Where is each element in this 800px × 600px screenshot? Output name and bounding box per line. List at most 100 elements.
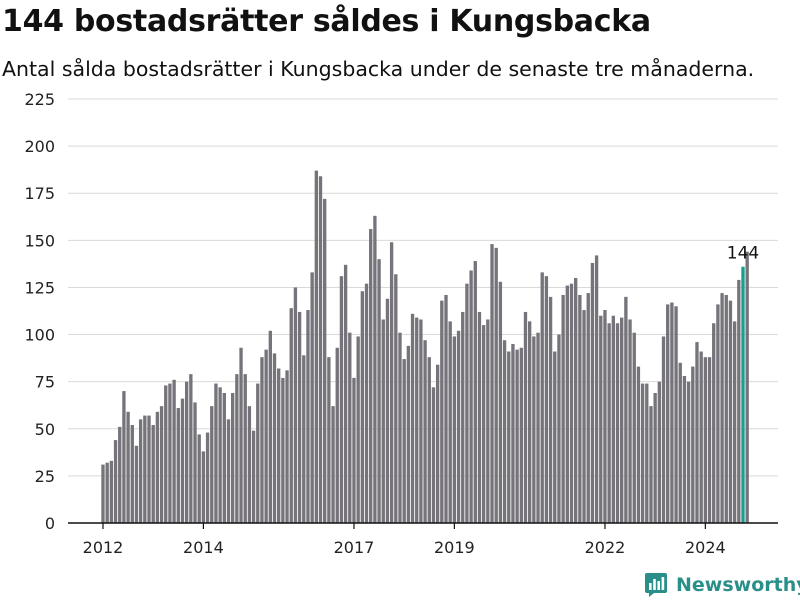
bar — [703, 357, 708, 523]
bars — [101, 170, 749, 524]
bar — [732, 321, 737, 523]
bar — [590, 262, 595, 523]
bar — [440, 300, 444, 523]
bar — [473, 261, 477, 523]
bar — [264, 349, 268, 523]
bar — [277, 368, 281, 523]
bar — [285, 370, 289, 523]
bar — [465, 283, 469, 523]
bar — [649, 406, 653, 523]
bar — [670, 302, 674, 523]
bar — [210, 406, 214, 523]
bar — [381, 319, 385, 523]
bar — [745, 251, 749, 523]
bar — [151, 425, 155, 523]
bar — [678, 362, 682, 523]
bar — [536, 332, 540, 523]
bar — [205, 432, 210, 523]
bar — [548, 296, 553, 523]
bar — [657, 381, 662, 523]
bar — [243, 374, 247, 523]
bar — [494, 247, 498, 524]
bar — [527, 321, 532, 523]
bar — [364, 283, 369, 523]
bar — [197, 434, 201, 523]
bar — [519, 347, 523, 523]
bar — [620, 317, 624, 523]
bar — [666, 304, 670, 523]
bar — [435, 364, 440, 523]
x-axis — [68, 522, 778, 529]
bar — [456, 330, 461, 523]
highlight-value-label: 144 — [727, 244, 759, 264]
bar — [419, 319, 423, 523]
bar — [394, 274, 398, 523]
bar — [486, 319, 490, 523]
bar — [398, 332, 402, 523]
x-tick-label: 2019 — [434, 538, 475, 557]
bar — [498, 281, 503, 523]
bar — [632, 332, 636, 523]
bar — [251, 430, 256, 523]
bar — [138, 419, 143, 523]
bar — [737, 279, 741, 523]
y-tick-label: 0 — [45, 514, 55, 533]
y-tick-label: 75 — [35, 373, 55, 392]
bar — [385, 298, 390, 523]
brand-footer: Newsworthy — [644, 570, 800, 600]
brand-name: Newsworthy — [676, 574, 800, 596]
y-tick-label: 225 — [24, 90, 55, 109]
bar — [297, 311, 302, 523]
newsworthy-logo-icon — [645, 573, 667, 597]
bar — [469, 270, 473, 523]
bar — [343, 264, 348, 523]
bar — [172, 379, 176, 523]
bar — [176, 408, 180, 523]
bar — [515, 349, 519, 523]
bar — [502, 340, 507, 523]
bar — [348, 332, 352, 523]
bar — [293, 287, 298, 523]
bar — [431, 387, 436, 523]
bar — [193, 402, 197, 523]
bar — [113, 440, 118, 523]
bar — [532, 336, 536, 523]
bar — [691, 366, 695, 523]
bar — [352, 377, 356, 523]
bar — [327, 357, 331, 523]
bar — [615, 323, 620, 523]
bar — [184, 381, 189, 523]
bar — [122, 391, 126, 523]
bar — [415, 317, 419, 523]
bar — [231, 392, 235, 523]
bar — [314, 170, 319, 523]
bar — [222, 392, 226, 523]
bar — [373, 215, 377, 523]
bar — [586, 293, 590, 523]
bar — [477, 311, 482, 523]
bar — [310, 272, 314, 523]
bar — [306, 310, 310, 523]
bar — [256, 383, 260, 523]
y-tick-label: 25 — [35, 467, 55, 486]
bar — [578, 294, 582, 523]
bar — [214, 383, 218, 523]
bar — [168, 383, 172, 523]
bar — [507, 351, 511, 523]
bar — [105, 462, 109, 523]
bar — [318, 176, 323, 524]
bar — [599, 315, 603, 523]
bar — [452, 336, 457, 523]
x-tick-label: 2022 — [585, 538, 626, 557]
bar — [272, 353, 277, 523]
bar — [406, 345, 411, 523]
bar — [331, 406, 335, 523]
bar — [682, 376, 687, 523]
bar — [720, 293, 724, 523]
bar — [724, 294, 728, 523]
bar — [143, 415, 147, 523]
x-tick-label: 2017 — [334, 538, 375, 557]
bar — [653, 392, 657, 523]
annotations: 144 — [727, 244, 759, 264]
bar — [130, 425, 134, 523]
